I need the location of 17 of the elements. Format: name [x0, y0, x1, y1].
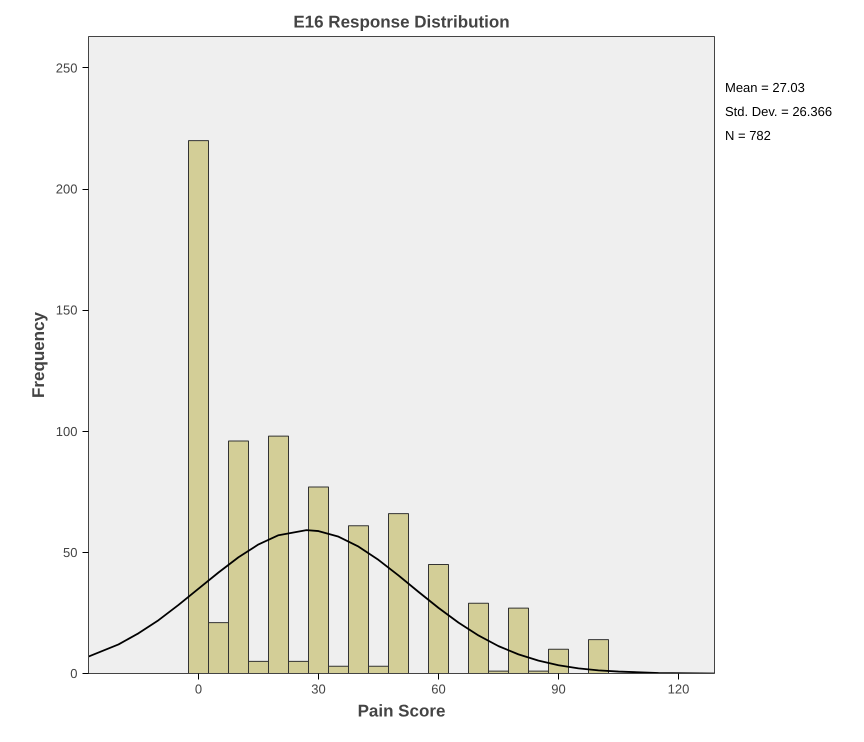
x-tick-label: 90	[551, 682, 566, 696]
y-axis-title: Frequency	[28, 311, 48, 398]
text: Mean = 27.03	[725, 80, 805, 95]
y-tick-label: 250	[56, 60, 78, 76]
x-axis-title: Pain Score	[358, 702, 446, 720]
y-tick-label: 50	[63, 544, 78, 560]
y-tick-label: 100	[56, 424, 78, 439]
text: N = 782	[725, 128, 771, 143]
y-tick-label: 200	[56, 182, 78, 197]
x-tick-label: 30	[311, 682, 326, 696]
x-tick-label: 60	[431, 682, 446, 696]
y-tick-label: 150	[56, 302, 78, 318]
x-tick-label: 0	[194, 682, 202, 696]
chart-title: E16 Response Distribution	[293, 12, 510, 32]
text: Std. Dev. = 26.366	[725, 104, 832, 119]
y-tick-label: 0	[70, 666, 78, 681]
x-tick-label: 120	[668, 682, 690, 696]
